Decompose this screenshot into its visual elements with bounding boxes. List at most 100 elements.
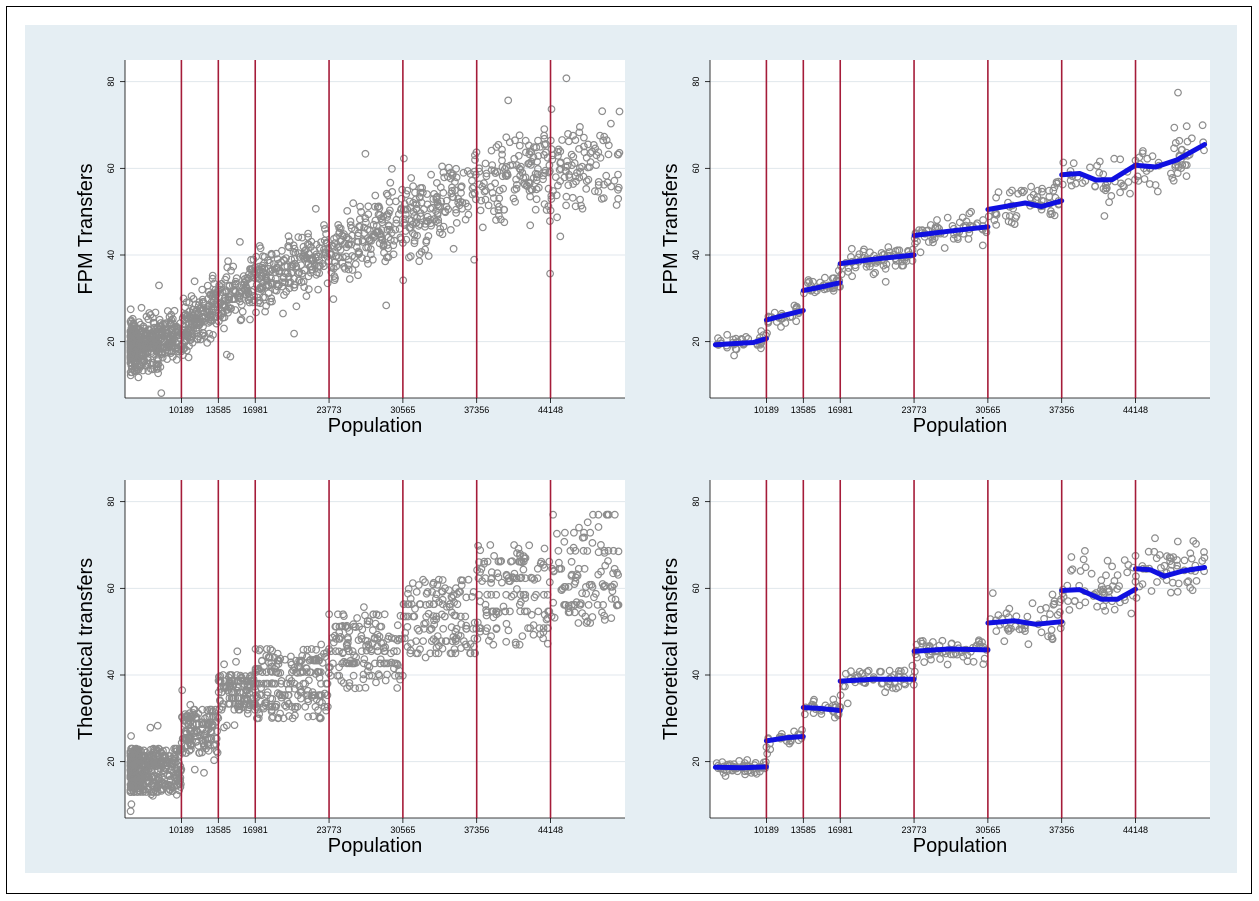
scatter-point [601,581,610,590]
scatter-point [311,204,320,213]
scatter-point [943,213,952,222]
scatter-point [834,266,843,275]
scatter-point [303,645,312,654]
scatter-point [988,589,997,597]
scatter-point [522,148,530,157]
scatter-point [449,591,458,600]
scatter-point [1182,122,1191,131]
scatter-point [489,640,498,649]
scatter-point [126,807,135,816]
scatter-point [551,173,560,182]
scatter-point [244,289,253,298]
scatter-point [1138,147,1147,155]
scatter-point [575,523,583,532]
scatter-point [428,203,437,212]
scatter-point [508,557,517,565]
scatter-point [263,688,272,697]
scatter-point [129,752,138,760]
scatter-point [271,679,280,688]
scatter-point [513,585,521,593]
chart-panel-1: 20 40 60 80 10189 13585 16981 23773 30565 37356 44… [75,60,625,437]
scatter-point [494,140,503,149]
scatter-point [453,600,462,609]
scatter-point [172,744,181,753]
scatter-point [179,311,188,320]
scatter-point [464,202,472,211]
scatter-point [231,694,240,702]
y-tick-label: 20 [106,757,116,767]
scatter-point [155,281,163,290]
scatter-point [1101,186,1110,195]
scatter-point [485,636,493,645]
scatter-point [606,583,615,591]
scatter-point [439,624,448,633]
scatter-point [610,176,619,185]
scatter-point [329,295,338,304]
scatter-point [406,252,415,261]
y-tick-label: 20 [106,337,116,347]
scatter-point [1075,601,1084,610]
scatter-point [330,234,338,243]
scatter-point [146,723,155,732]
scatter-point [338,231,347,240]
scatter-point [314,691,323,700]
scatter-point [193,727,202,736]
scatter-point [137,303,146,312]
x-tick-label: 23773 [902,825,927,835]
scatter-point [481,600,490,609]
scatter-point [227,266,235,275]
scatter-point [586,149,595,158]
scatter-point [516,171,525,180]
y-tick-label: 80 [691,77,701,87]
scatter-point [356,215,364,224]
scatter-point [547,105,556,113]
scatter-point [1173,561,1182,570]
scatter-point [231,306,240,314]
scatter-point [336,224,345,233]
scatter-point [200,741,209,749]
scatter-point [597,194,606,203]
scatter-point [1047,626,1056,634]
scatter-point [145,309,154,317]
scatter-point [569,543,578,552]
scatter-point [385,225,394,234]
scatter-point [209,331,217,339]
scatter-point [439,188,448,197]
scatter-point [245,681,254,690]
scatter-point [1173,537,1182,546]
scatter-point [349,671,358,680]
scatter-point [484,201,493,210]
scatter-point [343,624,352,632]
scatter-point [545,161,554,170]
scatter-point [580,148,589,157]
scatter-point [376,659,385,668]
scatter-point [574,619,583,627]
scatter-point [723,330,732,339]
scatter-point [206,290,215,299]
scatter-point [335,647,343,656]
scatter-point [334,253,343,262]
scatter-point [540,590,548,599]
scatter-point [242,694,251,702]
scatter-point [208,271,217,280]
scatter-point [203,281,212,290]
scatter-point [215,676,224,685]
x-tick-label: 44148 [1123,405,1148,415]
scatter-point [938,636,947,645]
scatter-point [1095,168,1104,177]
scatter-point [207,734,216,743]
scatter-point [334,610,342,619]
scatter-point [294,233,303,242]
scatter-point [185,342,194,350]
scatter-point [339,679,348,687]
scatter-point [547,195,556,203]
chart-panel-2: 20 40 60 80 10189 13585 16981 23773 30565 37356 44… [660,60,1210,437]
scatter-point [468,592,476,601]
scatter-point [220,723,228,732]
scatter-point [265,258,274,267]
scatter-point [243,288,252,296]
scatter-point [213,713,222,721]
scatter-point [298,667,307,675]
scatter-point [580,133,588,142]
scatter-point [128,780,137,789]
